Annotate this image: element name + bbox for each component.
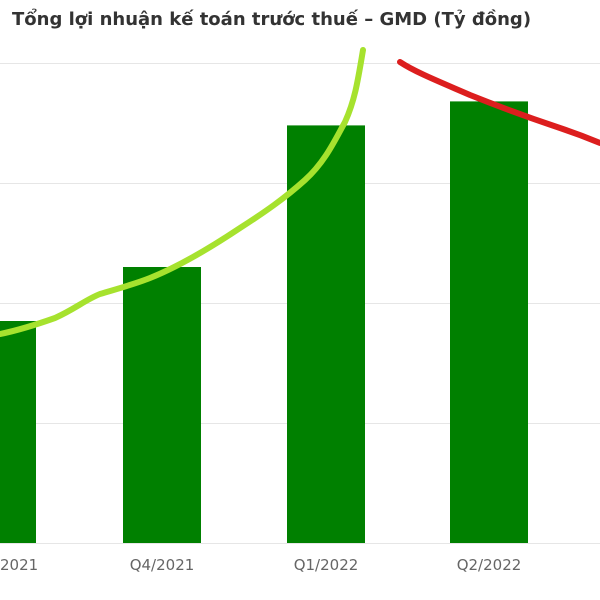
x-tick-label: Q4/2021: [130, 556, 195, 574]
bar-2: [123, 267, 201, 543]
x-tick-label: Q1/2022: [294, 556, 359, 574]
x-axis-labels: 2021 Q4/2021 Q1/2022 Q2/2022: [0, 556, 521, 574]
bars: [0, 101, 528, 544]
trend-up-annotation: [0, 47, 366, 337]
bar-3: [287, 125, 365, 544]
bar-4: [450, 101, 528, 544]
bar-1: [0, 321, 36, 543]
x-tick-label: 2021: [0, 556, 38, 574]
trend-down-annotation: [397, 59, 600, 146]
chart-title: Tổng lợi nhuận kế toán trước thuế – GMD …: [12, 9, 532, 30]
x-tick-label: Q2/2022: [457, 556, 522, 574]
annotations: [0, 47, 600, 337]
